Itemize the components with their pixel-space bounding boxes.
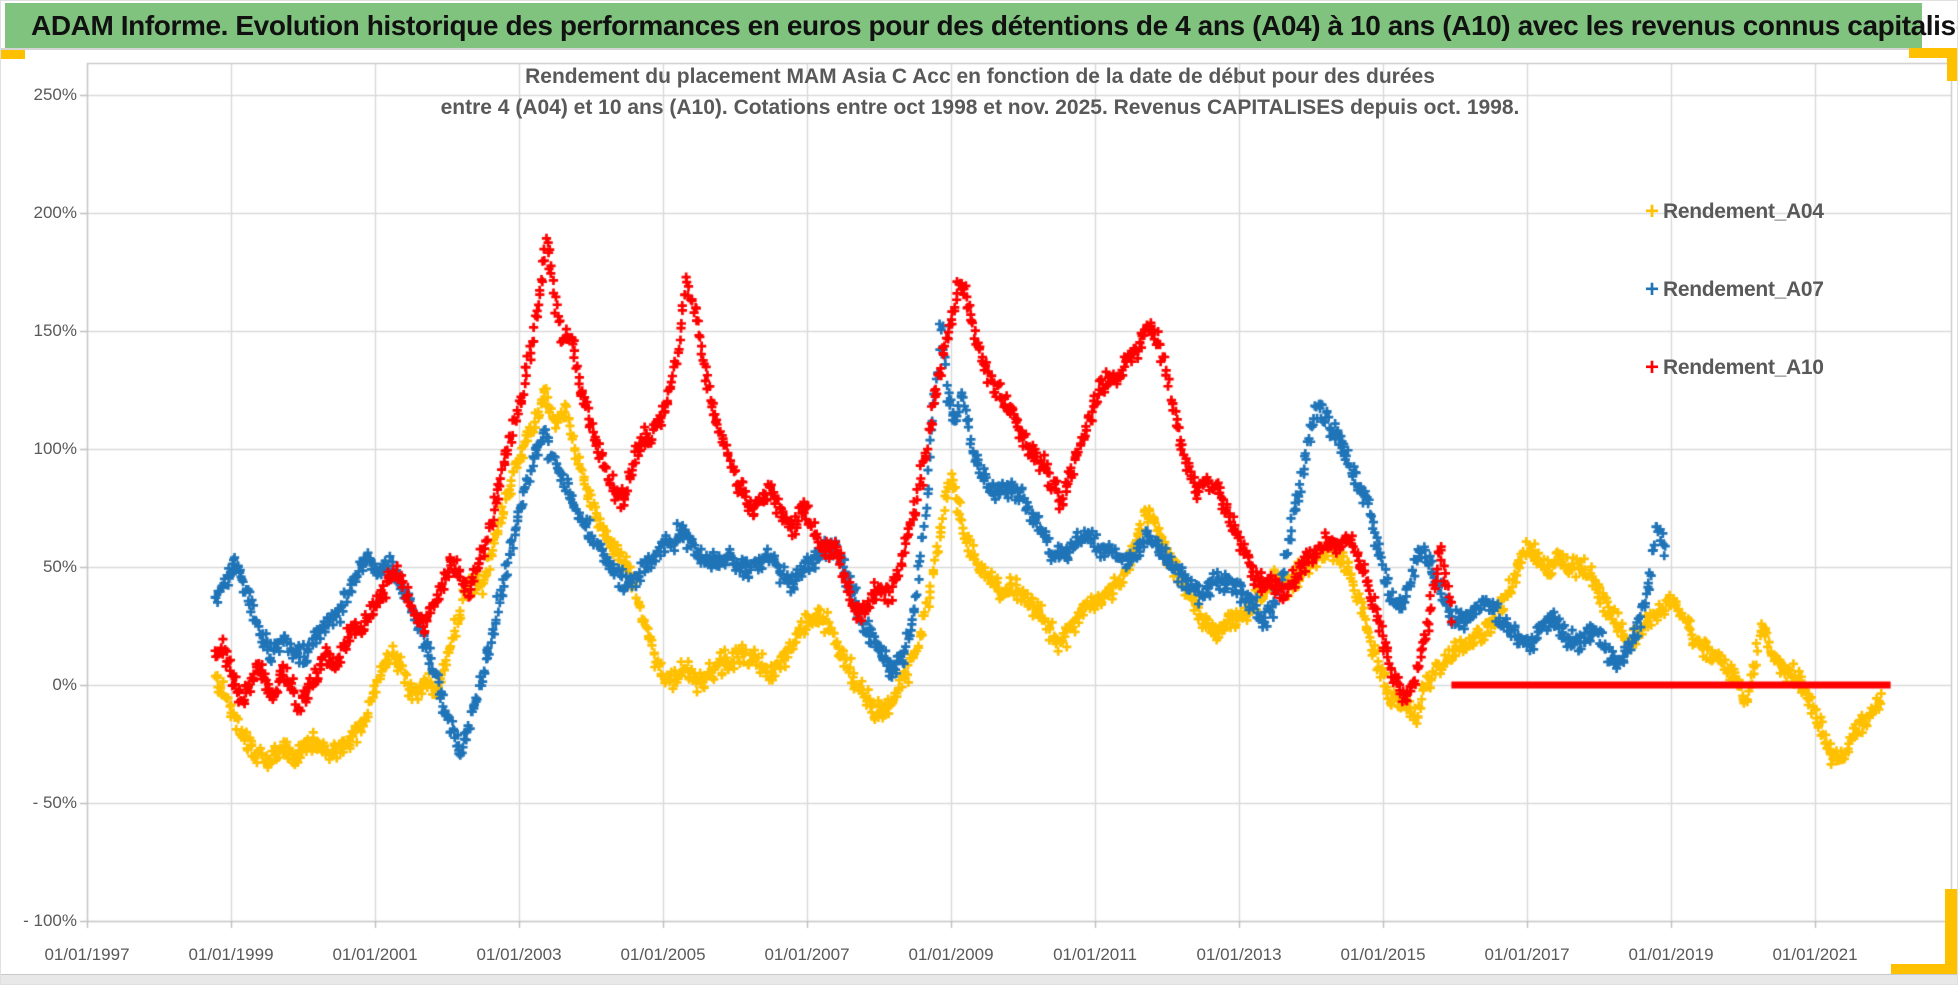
legend-label: Rendement_A04 <box>1663 200 1824 223</box>
y-axis-label: 50% <box>42 556 77 576</box>
x-axis-label: 01/01/2007 <box>764 945 850 964</box>
selection-handle-top-left <box>1 50 25 59</box>
selection-handle-right <box>1945 889 1957 976</box>
x-axis-label: 01/01/2021 <box>1772 945 1858 964</box>
x-axis-label: 01/01/2019 <box>1628 945 1714 964</box>
chart-title-line1: Rendement du placement MAM Asia C Acc en… <box>525 65 1435 88</box>
x-axis-label: 01/01/2011 <box>1053 945 1137 964</box>
legend-label: Rendement_A10 <box>1663 356 1824 379</box>
legend-item-a10: + Rendement_A10 <box>1641 353 1824 383</box>
x-axis-label: 01/01/2009 <box>908 945 994 964</box>
x-axis-label: 01/01/2005 <box>620 945 706 964</box>
y-axis-label: 100% <box>33 438 77 458</box>
y-axis-label: 200% <box>33 202 77 222</box>
plus-marker-icon: + <box>1644 276 1659 303</box>
legend-item-a04: + Rendement_A04 <box>1641 197 1824 227</box>
y-axis-label: 250% <box>33 84 77 104</box>
x-axis-label: 01/01/2015 <box>1340 945 1426 964</box>
x-axis-label: 01/01/1997 <box>44 945 130 964</box>
selection-handle-top-right-v <box>1947 48 1957 81</box>
legend-item-a07: + Rendement_A07 <box>1641 275 1824 305</box>
y-axis-label: - 100% <box>23 911 77 931</box>
y-axis-label: 150% <box>33 320 77 340</box>
plus-marker-icon: + <box>1644 198 1659 225</box>
y-axis-label: 0% <box>52 675 77 694</box>
selection-handle-top-right <box>1909 48 1957 58</box>
sheet-row-strip <box>1 974 1957 984</box>
x-axis-label: 01/01/2001 <box>332 945 418 964</box>
selection-handle-bottom-right <box>1891 964 1957 976</box>
legend-label: Rendement_A07 <box>1663 278 1824 301</box>
x-axis-label: 01/01/2013 <box>1196 945 1282 964</box>
y-axis-label: - 50% <box>32 793 77 813</box>
plus-marker-icon: + <box>1644 354 1659 381</box>
chart-title-line2: entre 4 (A04) et 10 ans (A10). Cotations… <box>440 96 1520 119</box>
x-axis-label: 01/01/2017 <box>1484 945 1570 964</box>
x-axis-label: 01/01/2003 <box>476 945 562 964</box>
x-axis-label: 01/01/1999 <box>188 945 274 964</box>
